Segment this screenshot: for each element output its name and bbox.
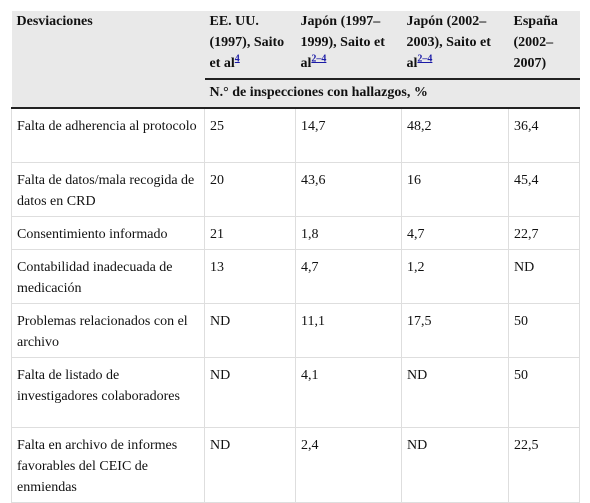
row-label: Contabilidad inadecuada de medicación: [11, 248, 205, 304]
table-row: Contabilidad inadecuada de medicación 13 4…: [11, 248, 580, 304]
header-text: España (2002–2007): [513, 14, 558, 71]
row-label: Falta en archivo de informes favorables …: [11, 426, 205, 503]
cell-value: 13: [204, 248, 296, 304]
cell-value: 21: [204, 215, 296, 250]
row-label: Falta de datos/mala recogida de datos en…: [11, 161, 205, 217]
cell-value: 45,4: [508, 161, 580, 217]
cell-value: 11,1: [295, 302, 402, 358]
page: {"table": { "header": { "columns": [ {"t…: [11, 11, 580, 503]
table-row: Consentimiento informado 21 1,8 4,7 22,7: [11, 215, 580, 250]
reference-link[interactable]: 2–4: [417, 53, 433, 65]
cell-value: 22,5: [508, 426, 580, 503]
subheader-cell: N.° de inspecciones con hallazgos, %: [204, 79, 580, 109]
header-cell: Japón (1997–1999), Saito et al2–4: [295, 11, 402, 80]
header-text: EE. UU. (1997), Saito et al: [209, 14, 285, 71]
table-row: Falta de listado de investigadores colab…: [11, 356, 580, 428]
reference-link[interactable]: 2–4: [311, 53, 327, 65]
cell-value: 4,7: [295, 248, 402, 304]
row-label: Falta de adherencia al protocolo: [11, 107, 205, 163]
table-row: Falta de adherencia al protocolo 25 14,7 48…: [11, 107, 580, 163]
table-container: Desviaciones EE. UU. (1997), Saito et al…: [11, 11, 580, 503]
cell-value: 36,4: [508, 107, 580, 163]
header-text: Japón (1997–1999), Saito et al: [300, 14, 385, 71]
cell-value: 22,7: [508, 215, 580, 250]
row-label: Problemas relacionados con el archivo: [11, 302, 205, 358]
cell-value: ND: [401, 426, 509, 503]
row-label: Falta de listado de investigadores colab…: [11, 356, 205, 428]
subheader-row: N.° de inspecciones con hallazgos, %: [11, 79, 580, 109]
table-body: Falta de adherencia al protocolo 25 14,7 48…: [11, 107, 580, 503]
cell-value: 48,2: [401, 107, 509, 163]
header-text: Japón (2002–2003), Saito et al: [406, 14, 491, 71]
cell-value: ND: [204, 356, 296, 428]
table-row: Falta de datos/mala recogida de datos en…: [11, 161, 580, 217]
cell-value: 2,4: [295, 426, 402, 503]
cell-value: ND: [204, 426, 296, 503]
cell-value: 50: [508, 356, 580, 428]
header-row: Desviaciones EE. UU. (1997), Saito et al…: [11, 11, 580, 80]
header-cell: [11, 79, 205, 109]
cell-value: ND: [204, 302, 296, 358]
cell-value: 14,7: [295, 107, 402, 163]
header-cell: Desviaciones: [11, 11, 205, 79]
cell-value: 17,5: [401, 302, 509, 358]
header-cell: España (2002–2007): [508, 11, 580, 80]
cell-value: 43,6: [295, 161, 402, 217]
cell-value: 1,8: [295, 215, 402, 250]
table: Desviaciones EE. UU. (1997), Saito et al…: [11, 11, 580, 503]
cell-value: 4,7: [401, 215, 509, 250]
reference-link[interactable]: 4: [234, 53, 240, 65]
table-row: Falta en archivo de informes favorables …: [11, 426, 580, 503]
header-cell: EE. UU. (1997), Saito et al4: [204, 11, 296, 80]
table-row: Problemas relacionados con el archivo ND 1…: [11, 302, 580, 358]
cell-value: ND: [508, 248, 580, 304]
table-header: Desviaciones EE. UU. (1997), Saito et al…: [11, 11, 580, 109]
cell-value: 50: [508, 302, 580, 358]
cell-value: ND: [401, 356, 509, 428]
cell-value: 16: [401, 161, 509, 217]
cell-value: 25: [204, 107, 296, 163]
header-text: Desviaciones: [16, 14, 93, 29]
cell-value: 4,1: [295, 356, 402, 428]
cell-value: 1,2: [401, 248, 509, 304]
cell-value: 20: [204, 161, 296, 217]
header-cell: Japón (2002–2003), Saito et al2–4: [401, 11, 509, 80]
row-label: Consentimiento informado: [11, 215, 205, 250]
